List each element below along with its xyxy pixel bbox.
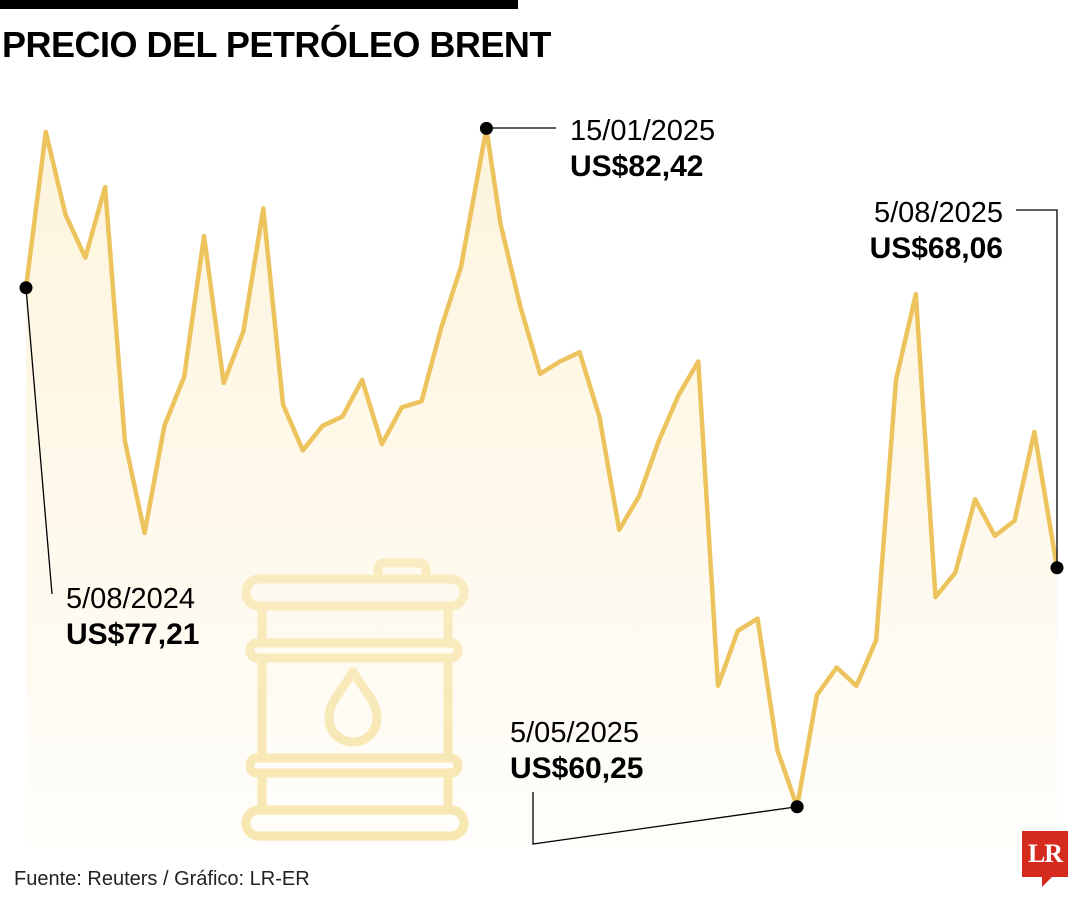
- annotation-marker: [790, 800, 804, 814]
- annotation-date: 15/01/2025: [570, 115, 715, 147]
- annotation-marker: [479, 121, 493, 135]
- annotation-value: US$68,06: [870, 232, 1003, 265]
- chart-title: PRECIO DEL PETRÓLEO BRENT: [2, 24, 551, 65]
- annotation-marker: [1050, 561, 1064, 575]
- annotation-date: 5/05/2025: [510, 717, 639, 749]
- annotation-connector: [1016, 209, 1058, 568]
- annotation-value: US$82,42: [570, 150, 703, 183]
- price-area: [26, 128, 1057, 846]
- top-accent-bar: [0, 0, 518, 9]
- annotation-connector: [25, 287, 53, 595]
- annotation-date: 5/08/2025: [874, 197, 1003, 229]
- annotation-connector: [532, 792, 798, 845]
- annotation-value: US$60,25: [510, 752, 643, 785]
- annotation-marker: [19, 281, 33, 295]
- annotation-date: 5/08/2024: [66, 583, 195, 615]
- lr-logo: LR: [1022, 831, 1068, 887]
- price-line: [23, 126, 1060, 810]
- source-note: Fuente: Reuters / Gráfico: LR-ER: [14, 868, 310, 890]
- annotation-value: US$77,21: [66, 618, 199, 651]
